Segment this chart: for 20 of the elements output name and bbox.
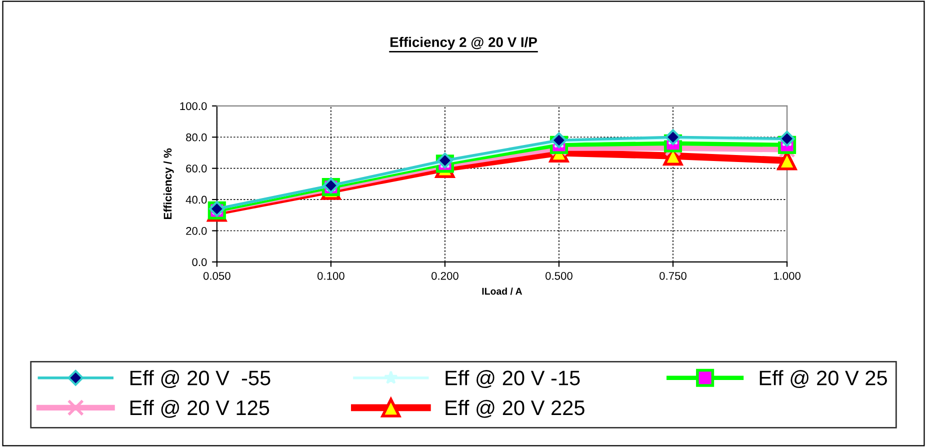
- x-axis-title: ILoad / A: [482, 288, 522, 295]
- legend-label: Eff @ 20 V 125: [130, 400, 270, 418]
- legend-label: Eff @ 20 V 25: [760, 370, 887, 388]
- y-tick-label: 20.0: [186, 227, 207, 235]
- x-tick-label: 0.050: [203, 272, 230, 280]
- legend-label: Eff @ 20 V -15: [446, 370, 580, 388]
- y-tick-label: 100.0: [180, 102, 207, 110]
- x-tick-label: 0.750: [660, 272, 686, 280]
- legend-label: Eff @ 20 V -55: [130, 370, 270, 388]
- x-tick-label: 0.200: [431, 272, 458, 280]
- y-tick-label: 0.0: [192, 258, 207, 266]
- chart-title: Efficiency 2 @ 20 V I/P: [390, 36, 537, 50]
- x-tick-label: 0.500: [546, 272, 572, 280]
- x-tick-label: 0.100: [317, 272, 344, 280]
- y-tick-label: 80.0: [186, 133, 207, 142]
- x-tick-label: 1.000: [774, 272, 800, 280]
- y-axis-title: Efficiency / %: [163, 148, 174, 220]
- y-tick-label: 60.0: [186, 164, 207, 172]
- legend-label: Eff @ 20 V 225: [446, 400, 584, 418]
- y-tick-label: 40.0: [186, 196, 207, 204]
